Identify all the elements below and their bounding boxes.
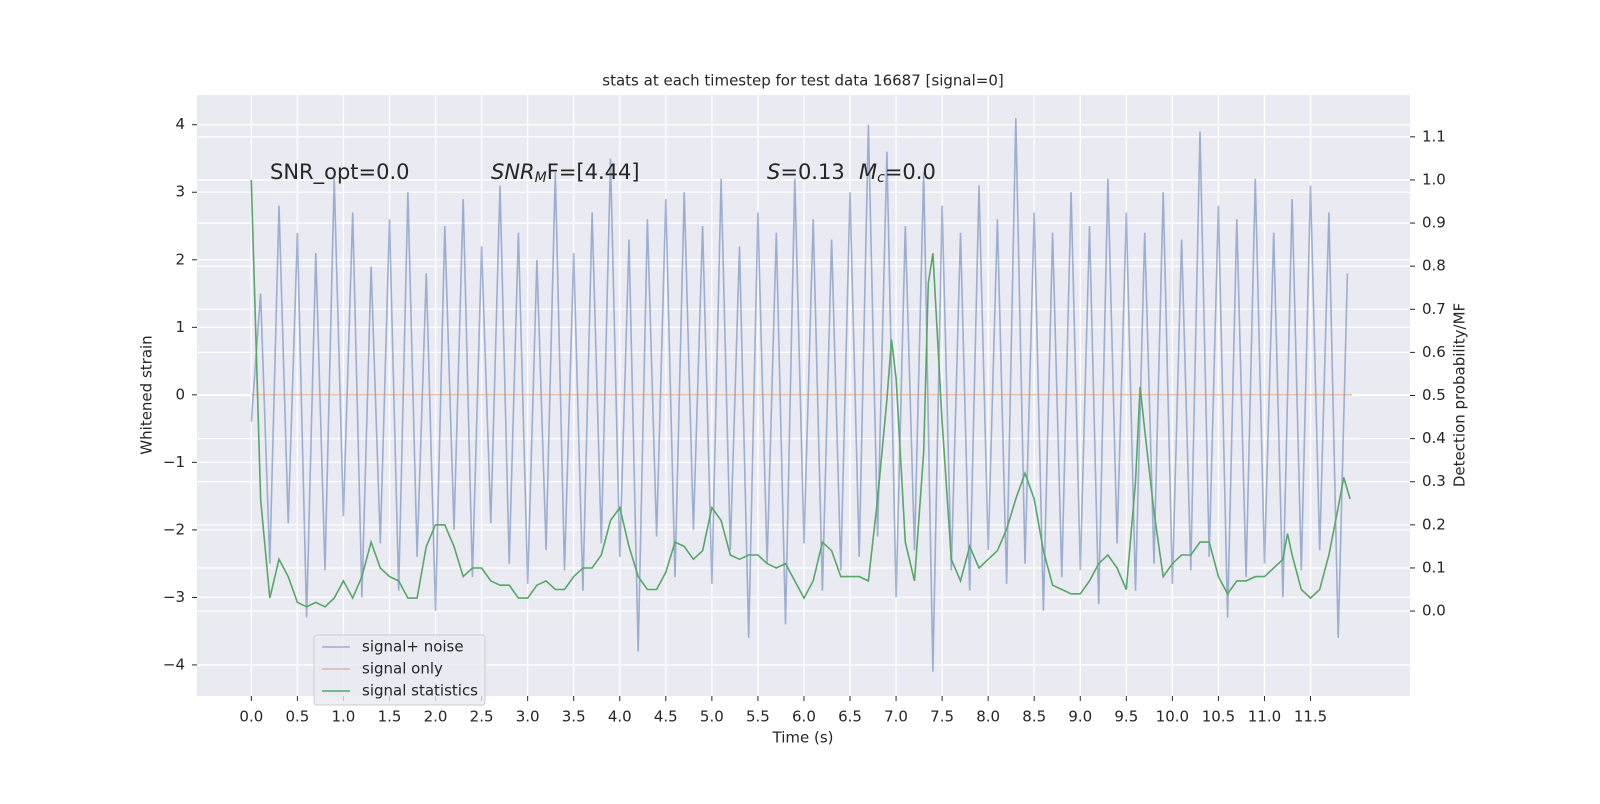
x-tick-label: 10.0 [1156, 708, 1189, 726]
x-tick-label: 8.5 [1022, 708, 1046, 726]
x-tick-label: 10.5 [1202, 708, 1235, 726]
y-tick-label: 2 [175, 250, 185, 268]
x-tick-label: 6.0 [792, 708, 816, 726]
annotation-part: M [535, 170, 547, 186]
x-tick-label: 1.5 [378, 708, 402, 726]
x-tick-label: 1.0 [332, 708, 356, 726]
x-tick-label: 8.0 [976, 708, 1000, 726]
y-tick-label: −4 [163, 655, 185, 673]
y2-tick-label: 0.1 [1422, 558, 1446, 576]
y2-tick-label: 0.2 [1422, 515, 1446, 533]
x-tick-label: 9.5 [1114, 708, 1138, 726]
series-line [250, 179, 1351, 608]
y-tick-label: −3 [163, 588, 185, 606]
legend-box [313, 634, 486, 706]
x-tick-label: 2.5 [470, 708, 494, 726]
x-tick-label: 11.0 [1248, 708, 1281, 726]
y2-tick-label: 1.1 [1422, 127, 1446, 145]
legend-label: signal statistics [362, 682, 478, 700]
x-tick-label: 7.5 [930, 708, 954, 726]
x-tick-label: 3.0 [516, 708, 540, 726]
y2-tick-label: 0.8 [1422, 257, 1446, 275]
x-tick-label: 4.0 [608, 708, 632, 726]
y-tick-label: −1 [163, 453, 185, 471]
x-tick-label: 11.5 [1294, 708, 1327, 726]
annotation-part: c [877, 170, 885, 186]
series-line [250, 117, 1349, 672]
x-tick-label: 3.5 [562, 708, 586, 726]
y2-tick-label: 0.0 [1422, 602, 1446, 620]
y-tick-label: 1 [175, 318, 185, 336]
annotation: SNRMF=[4.44] [491, 160, 640, 186]
grid-layer: 0.0 0.5 1.0 1.5 2.0 2.5 3.0 3.5 4.0 4.5 5.0 5.5 6.0 6… [163, 95, 1446, 726]
annotation-part: S [767, 160, 780, 184]
annotation: S=0.13 [767, 160, 845, 184]
marks-layer [250, 117, 1352, 672]
y-tick-label: −2 [163, 520, 185, 538]
legend: signal+ noise signal only signal statistic… [313, 634, 486, 706]
annotation: SNR_opt=0.0 [270, 160, 410, 185]
x-tick-label: 5.0 [700, 708, 724, 726]
annotation: Mc=0.0 [859, 160, 936, 186]
legend-label: signal only [362, 660, 443, 678]
x-tick-label: 5.5 [746, 708, 770, 726]
annotation-part: SNR [491, 160, 535, 184]
y-tick-label: 3 [175, 183, 185, 201]
y-tick-label: 0 [175, 385, 185, 403]
annotation-part: F=[4.44] [547, 160, 640, 184]
legend-label: signal+ noise [362, 638, 464, 656]
y-tick-label: 4 [175, 115, 185, 133]
annotation-part: M [859, 160, 877, 184]
annotation-part: =0.13 [780, 160, 844, 184]
y2-axis-label: Detection probability/MF [1451, 303, 1469, 487]
x-tick-label: 6.5 [838, 708, 862, 726]
y2-tick-label: 0.5 [1422, 386, 1446, 404]
annotation-part: =0.0 [885, 160, 936, 184]
y2-tick-label: 1.0 [1422, 170, 1446, 188]
y2-tick-label: 0.9 [1422, 214, 1446, 232]
x-tick-label: 2.0 [424, 708, 448, 726]
x-tick-label: 4.5 [654, 708, 678, 726]
x-axis-label: Time (s) [772, 729, 834, 747]
chart-title: stats at each timestep for test data 166… [602, 72, 1003, 90]
x-tick-label: 0.0 [239, 708, 263, 726]
y-axis-label: Whitened strain [138, 335, 156, 454]
y2-tick-label: 0.7 [1422, 300, 1446, 318]
x-tick-label: 0.5 [285, 708, 309, 726]
y2-tick-label: 0.6 [1422, 343, 1446, 361]
y2-tick-label: 0.4 [1422, 429, 1446, 447]
y2-tick-label: 0.3 [1422, 472, 1446, 490]
x-tick-label: 9.0 [1068, 708, 1092, 726]
x-tick-label: 7.0 [884, 708, 908, 726]
